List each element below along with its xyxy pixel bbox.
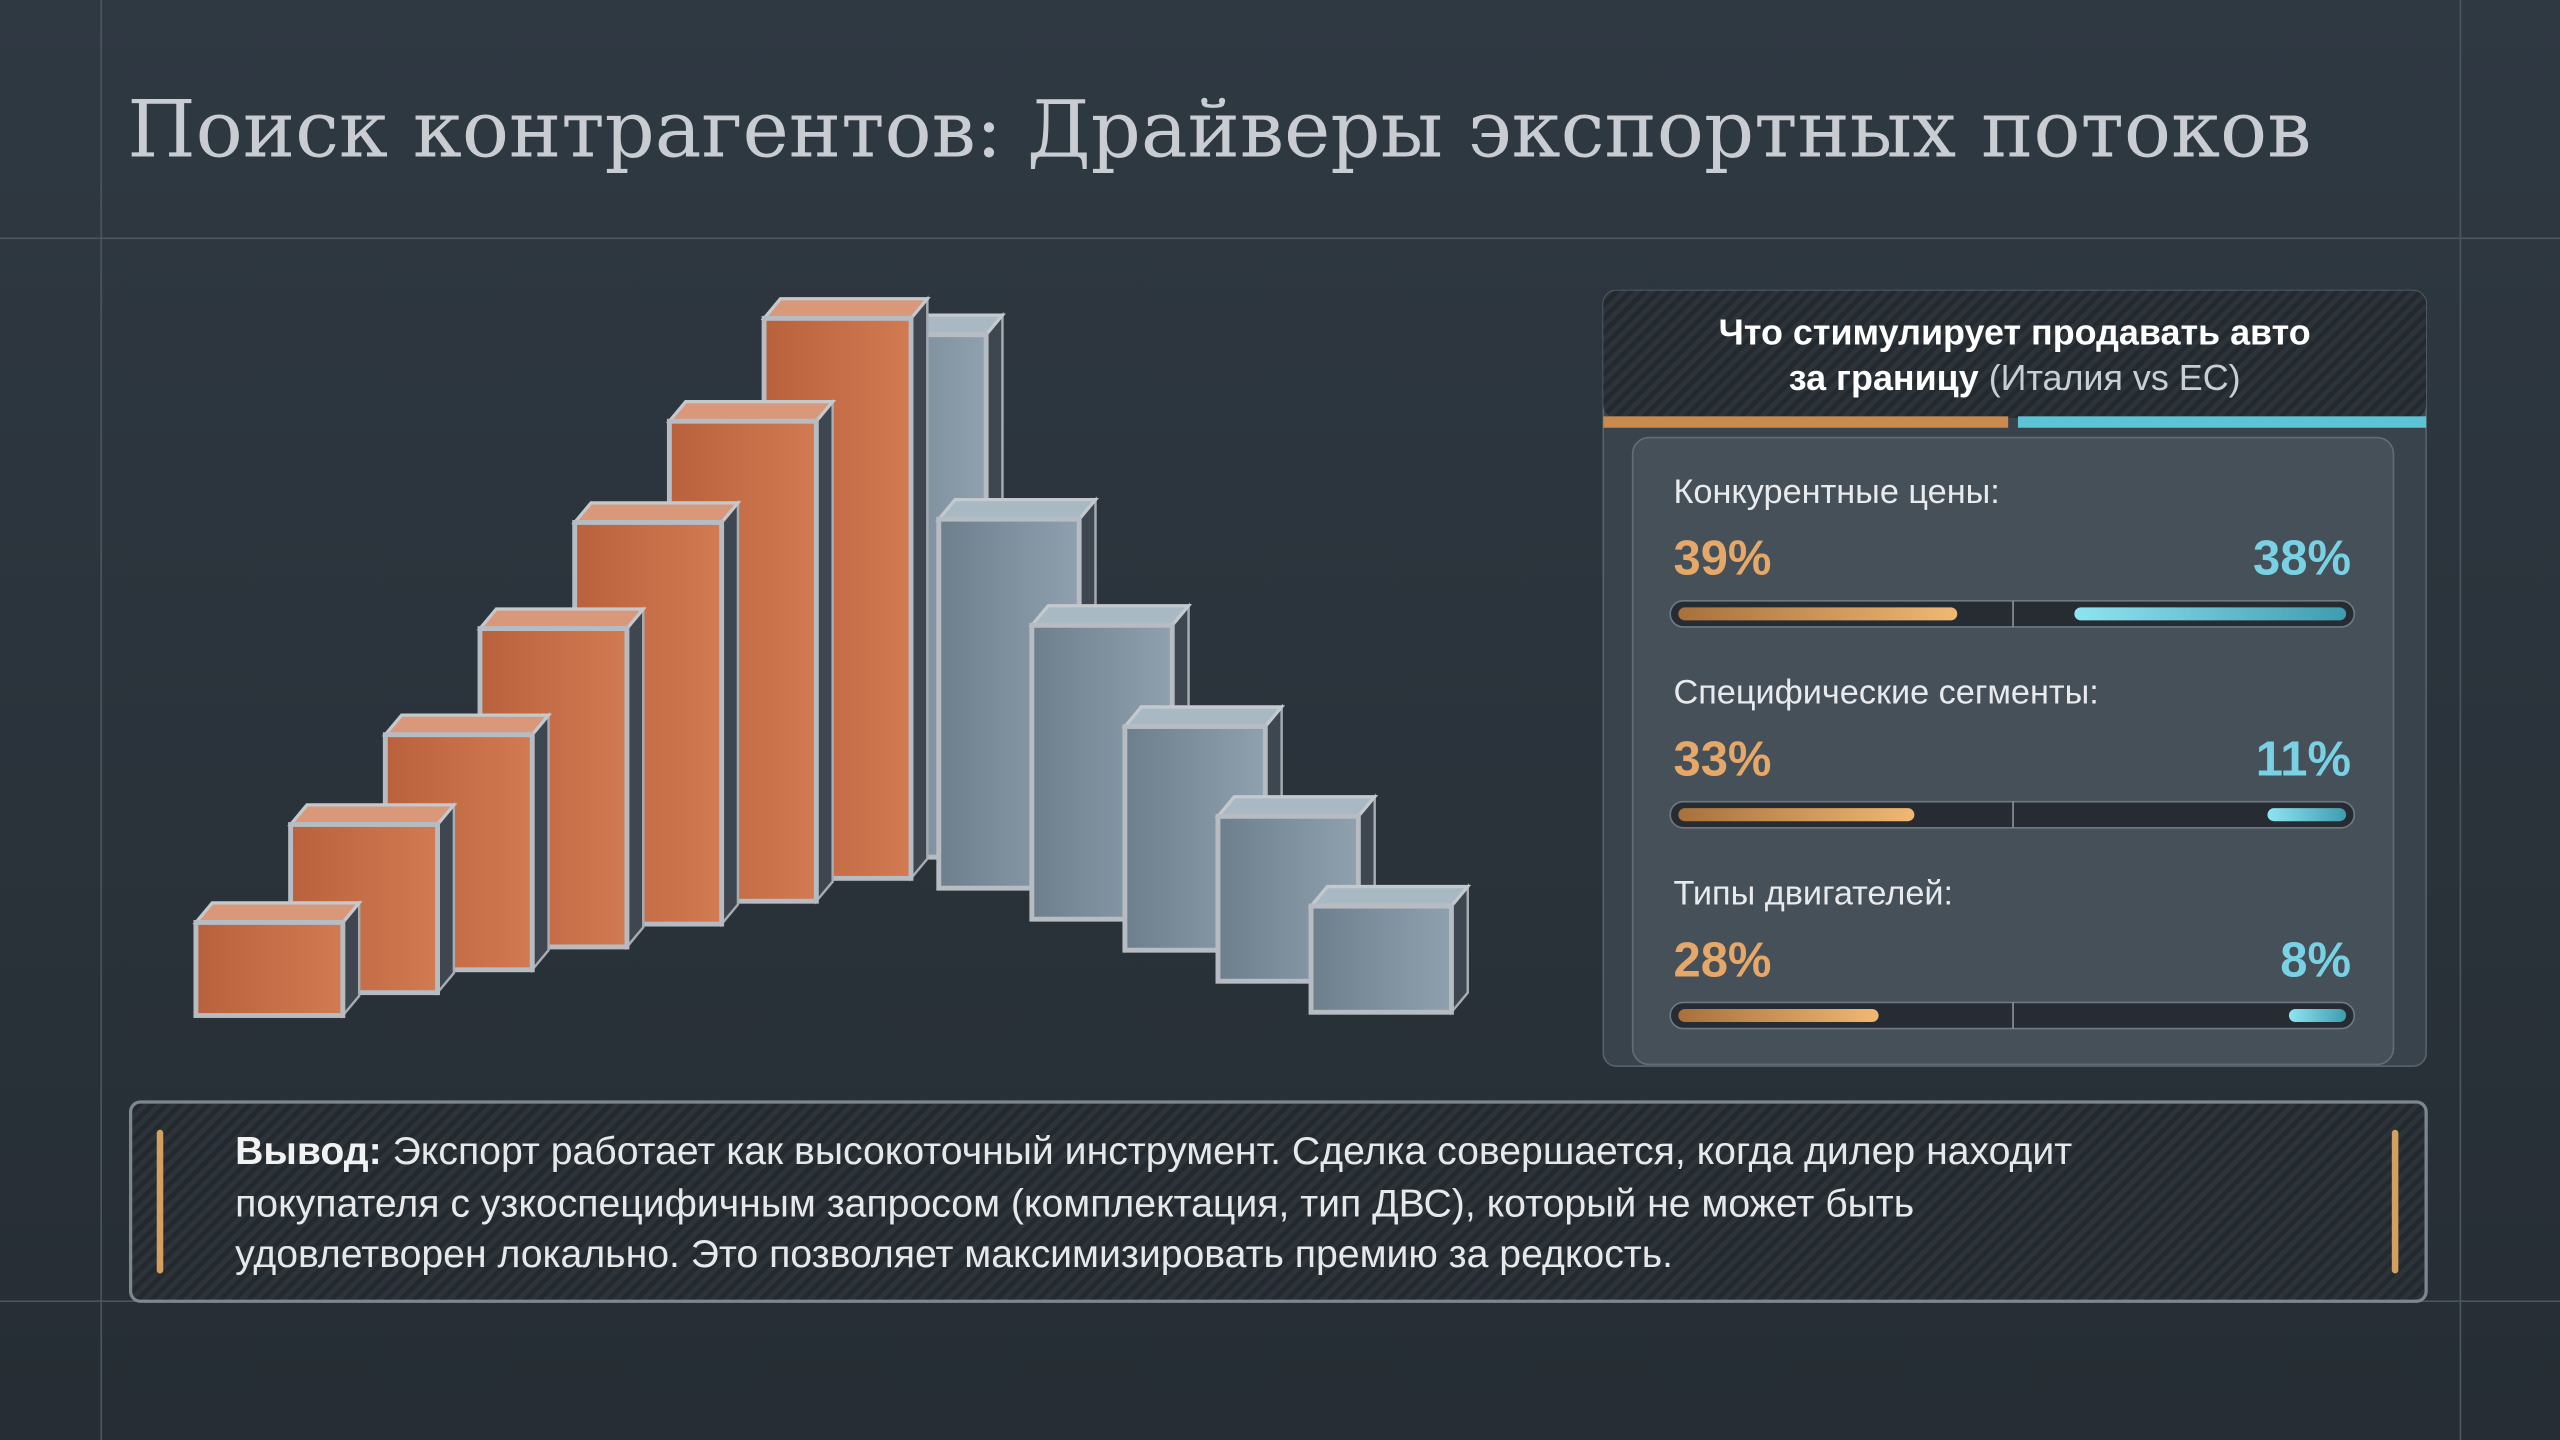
panel-title-line2: за границу: [1789, 357, 1979, 398]
italy-value: 39%: [1673, 532, 1771, 586]
block-top: [381, 713, 553, 737]
block-top: [665, 400, 837, 423]
item-label: Конкурентные цены:: [1673, 473, 1999, 511]
conclusion-line: покупателя с узкоспецифичным запросом (к…: [235, 1182, 1914, 1225]
eu-bar: [2074, 607, 2347, 621]
slide-title: Поиск контрагентов: Драйверы экспортных …: [127, 85, 2311, 176]
block-top: [760, 297, 931, 320]
block-top: [935, 497, 1099, 521]
conclusion-line: Вывод: Экспорт работает как высокоточный…: [235, 1130, 2072, 1173]
panel-note: (Италия vs ЕС): [1989, 357, 2241, 398]
block-top: [476, 607, 647, 631]
panel-subtitle: за границу (Италия vs ЕС): [1789, 357, 2241, 398]
block-top: [1307, 884, 1472, 908]
block-top: [1121, 705, 1286, 729]
italy-value: 33%: [1673, 733, 1771, 787]
eu-bar: [2288, 1008, 2347, 1023]
eu-value: 38%: [2253, 532, 2351, 586]
block-front: [1308, 903, 1454, 1015]
eu-value: 8%: [2280, 933, 2351, 987]
item-label: Специфические сегменты:: [1673, 674, 2098, 712]
conclusion-box: Вывод: Экспорт работает как высокоточный…: [128, 1100, 2428, 1303]
block-top: [1214, 795, 1379, 818]
illustration: [192, 295, 1472, 1019]
block-top: [571, 501, 742, 525]
italy-bar: [1678, 607, 1958, 621]
italy-bar: [1678, 1008, 1879, 1023]
block-top: [1028, 604, 1193, 627]
item-label: Типы двигателей:: [1673, 874, 1953, 912]
panel-title: Что стимулирует продавать авто: [1719, 311, 2311, 352]
conclusion-line: удовлетворен локально. Это позволяет мак…: [235, 1233, 1673, 1276]
eu-bar: [2267, 808, 2347, 822]
block-top: [192, 901, 363, 925]
conclusion-lead: Вывод:: [235, 1130, 382, 1173]
block-front: [193, 920, 346, 1018]
italy-value: 28%: [1673, 933, 1771, 987]
conclusion-text: Экспорт работает как высокоточный инстру…: [393, 1130, 2073, 1173]
italy-bar: [1678, 808, 1915, 822]
eu-value: 11%: [2256, 733, 2351, 787]
block-top: [287, 803, 458, 827]
driver-panel: Что стимулирует продавать авто за границ…: [1602, 289, 2427, 1067]
